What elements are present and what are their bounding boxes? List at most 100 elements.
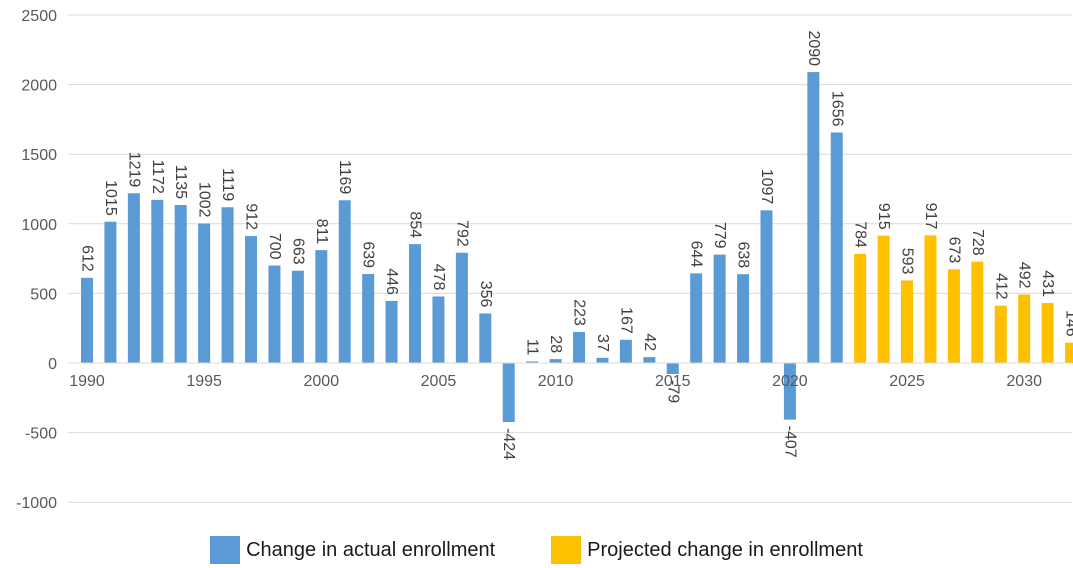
x-tick-label: 2015 (655, 373, 691, 390)
bar-actual (643, 357, 656, 363)
bar-actual (807, 72, 820, 364)
bar-projected (854, 253, 867, 363)
y-tick-label: 2500 (21, 8, 57, 25)
data-label: 356 (477, 281, 494, 308)
bar-actual (737, 274, 750, 363)
data-label: 638 (735, 241, 752, 268)
data-label: 1135 (172, 165, 189, 200)
data-label: 612 (79, 245, 96, 272)
bar-actual (596, 357, 609, 363)
bar-actual (221, 207, 234, 363)
x-tick-label: 2005 (421, 373, 457, 390)
x-tick-label: 2010 (538, 373, 574, 390)
bar-actual (198, 223, 211, 363)
bar-actual (127, 193, 140, 363)
bar-actual (362, 274, 375, 363)
bar-projected (971, 261, 984, 363)
data-label: 644 (688, 241, 705, 268)
bar-actual (573, 331, 586, 363)
x-axis-ticks: 1990 1995 2000 2005 2010 2015 2020 2025 2030 (69, 373, 1042, 390)
legend-item-projected: Projected change in enrollment (551, 536, 863, 564)
bar-actual (455, 252, 468, 363)
data-label: 492 (1016, 262, 1033, 289)
x-tick-label: 1995 (186, 373, 222, 390)
data-label: 478 (430, 264, 447, 291)
bar-actual (245, 236, 258, 363)
data-label: 811 (313, 219, 330, 245)
data-label: -407 (781, 426, 798, 458)
bar-actual (549, 359, 562, 363)
legend-label-actual: Change in actual enrollment (246, 538, 496, 561)
data-label: 854 (407, 211, 424, 238)
data-label: 28 (547, 335, 564, 353)
bar-actual (713, 254, 726, 363)
x-tick-label: 2000 (304, 373, 340, 390)
y-tick-label: 1500 (21, 147, 57, 164)
y-tick-label: 0 (48, 356, 57, 373)
data-label: 912 (243, 203, 260, 230)
bar-actual (409, 244, 422, 363)
y-axis-ticks: 2500 2000 1500 1000 500 0 -500 -1000 (16, 8, 57, 512)
data-label: 1172 (149, 159, 166, 194)
y-tick-label: 500 (30, 286, 57, 303)
y-tick-label: -1000 (16, 495, 57, 512)
bar-actual (760, 210, 773, 363)
x-tick-label: 2030 (1006, 373, 1042, 390)
data-label: 446 (383, 268, 400, 295)
data-label: 639 (360, 241, 377, 268)
bar-projected (1041, 303, 1054, 363)
data-label: 2090 (805, 30, 822, 66)
data-label: 673 (945, 237, 962, 264)
bar-actual (268, 265, 281, 363)
legend-item-actual: Change in actual enrollment (210, 536, 495, 564)
data-label: 37 (594, 334, 611, 352)
data-label: -79 (664, 380, 681, 403)
bar-actual (666, 363, 679, 374)
data-label: 1656 (828, 91, 845, 127)
data-label: 917 (922, 203, 939, 230)
data-label: 779 (711, 222, 728, 249)
data-label: 42 (641, 333, 658, 351)
y-tick-label: 2000 (21, 78, 57, 95)
bar-actual (432, 296, 445, 363)
y-tick-label: -500 (25, 426, 57, 443)
data-label: 1015 (102, 180, 119, 216)
bar-actual (291, 270, 304, 363)
bar-actual (338, 200, 351, 363)
data-label: 1097 (758, 169, 775, 205)
legend-label-projected: Projected change in enrollment (587, 538, 863, 561)
data-label: 915 (875, 203, 892, 230)
bar-actual (315, 250, 328, 363)
data-label: 792 (453, 220, 470, 247)
legend-swatch-projected (551, 536, 582, 564)
bars (81, 72, 1073, 423)
data-label: 663 (289, 238, 306, 265)
data-label: 431 (1039, 270, 1056, 297)
data-label: 1119 (219, 168, 236, 201)
bar-actual (174, 205, 187, 363)
data-labels: 612 1015 1219 1172 1135 1002 1119 912 700 663 811 1… (79, 30, 1073, 460)
x-tick-label: 2025 (889, 373, 925, 390)
legend: Change in actual enrollment Projected ch… (0, 536, 1073, 564)
bar-projected (901, 280, 914, 363)
bar-actual (81, 277, 93, 363)
bar-actual (479, 313, 492, 363)
bar-projected (1065, 342, 1073, 363)
y-tick-label: 1000 (21, 217, 57, 234)
bar-projected (877, 235, 890, 363)
bar-projected (947, 269, 960, 363)
data-label: -424 (500, 428, 517, 460)
legend-swatch-actual (210, 536, 241, 564)
data-label: 728 (969, 229, 986, 256)
bar-actual (526, 361, 539, 363)
chart-canvas: 2500 2000 1500 1000 500 0 -500 -1000 1990 1995 20… (16, 8, 1073, 512)
bar-actual (830, 132, 843, 363)
data-label: 593 (899, 248, 916, 275)
bar-actual (690, 273, 703, 363)
bar-projected (924, 235, 937, 363)
data-label: 1169 (336, 160, 353, 195)
bar-actual (104, 221, 117, 363)
data-label: 167 (617, 307, 634, 334)
data-label: 223 (571, 299, 588, 326)
